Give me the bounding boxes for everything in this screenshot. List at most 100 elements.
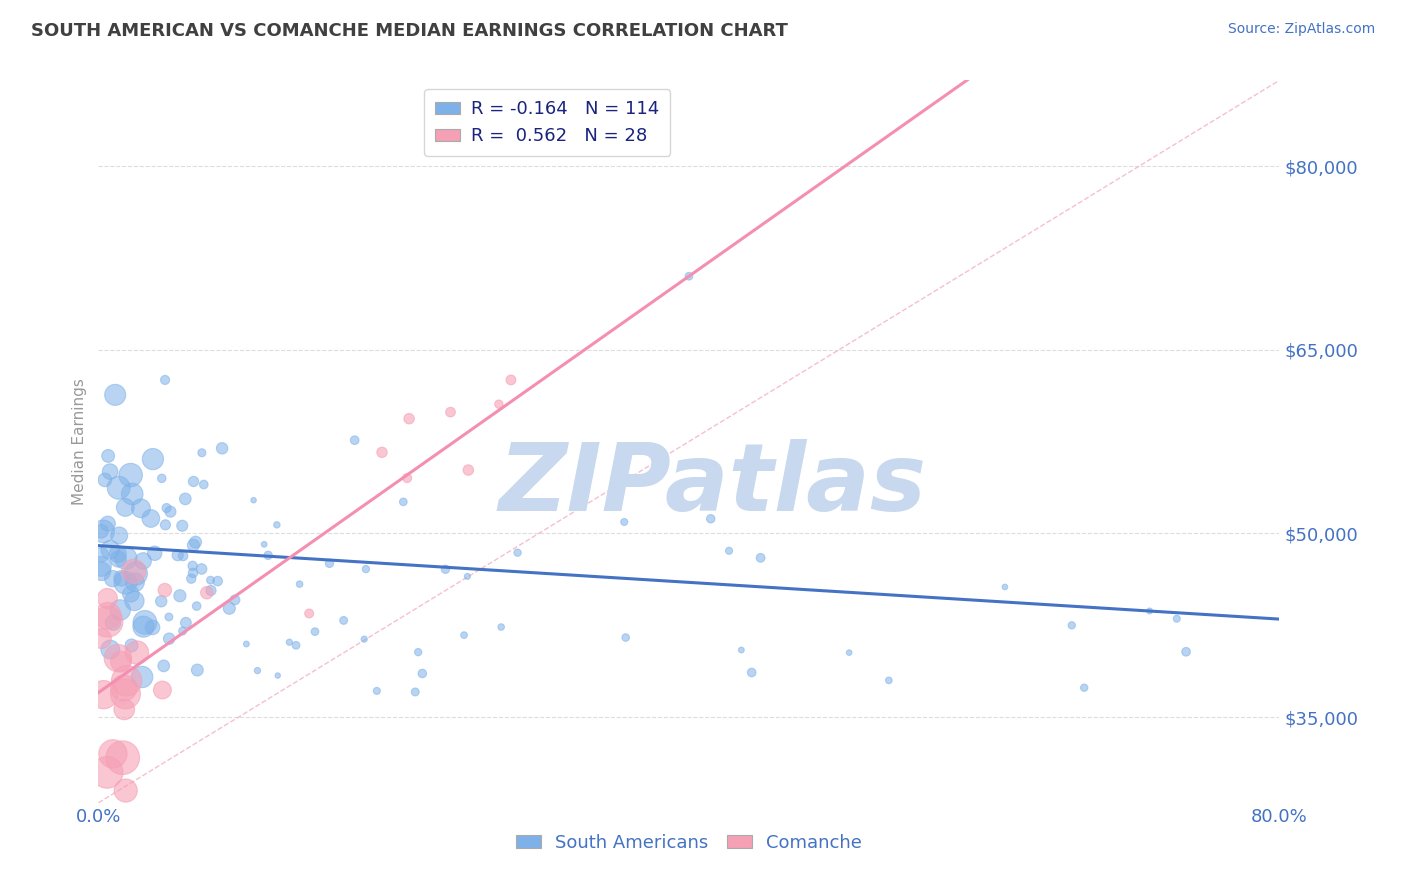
Point: [224, 592, 246, 607]
Point: [439, 405, 461, 419]
Point: [107, 651, 129, 665]
Point: [90, 524, 112, 539]
Point: [253, 537, 276, 551]
Point: [184, 535, 207, 549]
Point: [90, 559, 112, 574]
Point: [318, 557, 340, 571]
Point: [730, 643, 752, 657]
Point: [406, 645, 429, 659]
Point: [613, 515, 636, 529]
Point: [186, 599, 208, 613]
Text: SOUTH AMERICAN VS COMANCHE MEDIAN EARNINGS CORRELATION CHART: SOUTH AMERICAN VS COMANCHE MEDIAN EARNIN…: [31, 22, 787, 40]
Point: [366, 684, 388, 698]
Point: [354, 562, 377, 576]
Point: [398, 411, 420, 425]
Point: [1175, 645, 1198, 659]
Point: [112, 681, 135, 695]
Point: [267, 668, 290, 682]
Point: [134, 615, 156, 630]
Point: [242, 493, 264, 508]
Point: [157, 610, 180, 624]
Text: Source: ZipAtlas.com: Source: ZipAtlas.com: [1227, 22, 1375, 37]
Point: [193, 477, 215, 491]
Point: [111, 750, 134, 764]
Point: [150, 594, 173, 608]
Point: [139, 511, 162, 525]
Point: [191, 446, 214, 460]
Point: [153, 583, 176, 598]
Point: [142, 452, 165, 467]
Point: [183, 475, 205, 489]
Point: [122, 565, 145, 579]
Point: [100, 542, 122, 557]
Point: [152, 683, 174, 698]
Point: [1166, 612, 1188, 626]
Point: [200, 573, 222, 587]
Point: [150, 471, 173, 485]
Legend: South Americans, Comanche: South Americans, Comanche: [509, 826, 869, 859]
Point: [488, 397, 510, 411]
Point: [186, 663, 208, 677]
Point: [749, 550, 772, 565]
Y-axis label: Median Earnings: Median Earnings: [72, 378, 87, 505]
Point: [266, 517, 288, 532]
Point: [125, 646, 148, 660]
Point: [211, 442, 233, 456]
Point: [678, 269, 700, 284]
Point: [155, 501, 177, 516]
Point: [104, 388, 127, 402]
Point: [121, 487, 143, 501]
Point: [396, 471, 419, 485]
Point: [110, 571, 132, 585]
Point: [718, 543, 741, 558]
Point: [114, 687, 136, 701]
Point: [741, 665, 763, 680]
Point: [1073, 681, 1095, 695]
Point: [457, 463, 479, 477]
Point: [994, 580, 1017, 594]
Point: [200, 583, 222, 598]
Point: [180, 572, 202, 586]
Point: [246, 664, 269, 678]
Point: [278, 635, 301, 649]
Point: [101, 615, 124, 630]
Point: [98, 465, 121, 479]
Point: [96, 765, 118, 780]
Point: [434, 562, 457, 576]
Point: [207, 574, 229, 588]
Point: [153, 373, 176, 387]
Point: [1060, 618, 1083, 632]
Point: [120, 468, 142, 483]
Point: [172, 549, 194, 563]
Point: [298, 607, 321, 621]
Point: [699, 512, 721, 526]
Point: [91, 524, 114, 539]
Point: [132, 620, 155, 634]
Point: [404, 685, 426, 699]
Point: [332, 614, 354, 628]
Point: [120, 587, 142, 601]
Point: [124, 594, 146, 608]
Point: [108, 603, 131, 617]
Point: [108, 528, 131, 542]
Point: [257, 549, 280, 563]
Point: [96, 615, 118, 629]
Point: [143, 546, 166, 560]
Point: [131, 670, 153, 684]
Point: [343, 433, 366, 447]
Point: [90, 564, 112, 578]
Point: [129, 501, 152, 516]
Point: [121, 639, 143, 653]
Point: [838, 646, 860, 660]
Point: [877, 673, 900, 688]
Point: [114, 783, 136, 797]
Point: [181, 558, 204, 573]
Point: [90, 632, 112, 646]
Point: [157, 632, 180, 646]
Point: [107, 552, 129, 566]
Point: [172, 518, 194, 533]
Point: [93, 688, 115, 702]
Point: [141, 620, 163, 634]
Text: ZIPatlas: ZIPatlas: [499, 439, 927, 531]
Point: [304, 624, 326, 639]
